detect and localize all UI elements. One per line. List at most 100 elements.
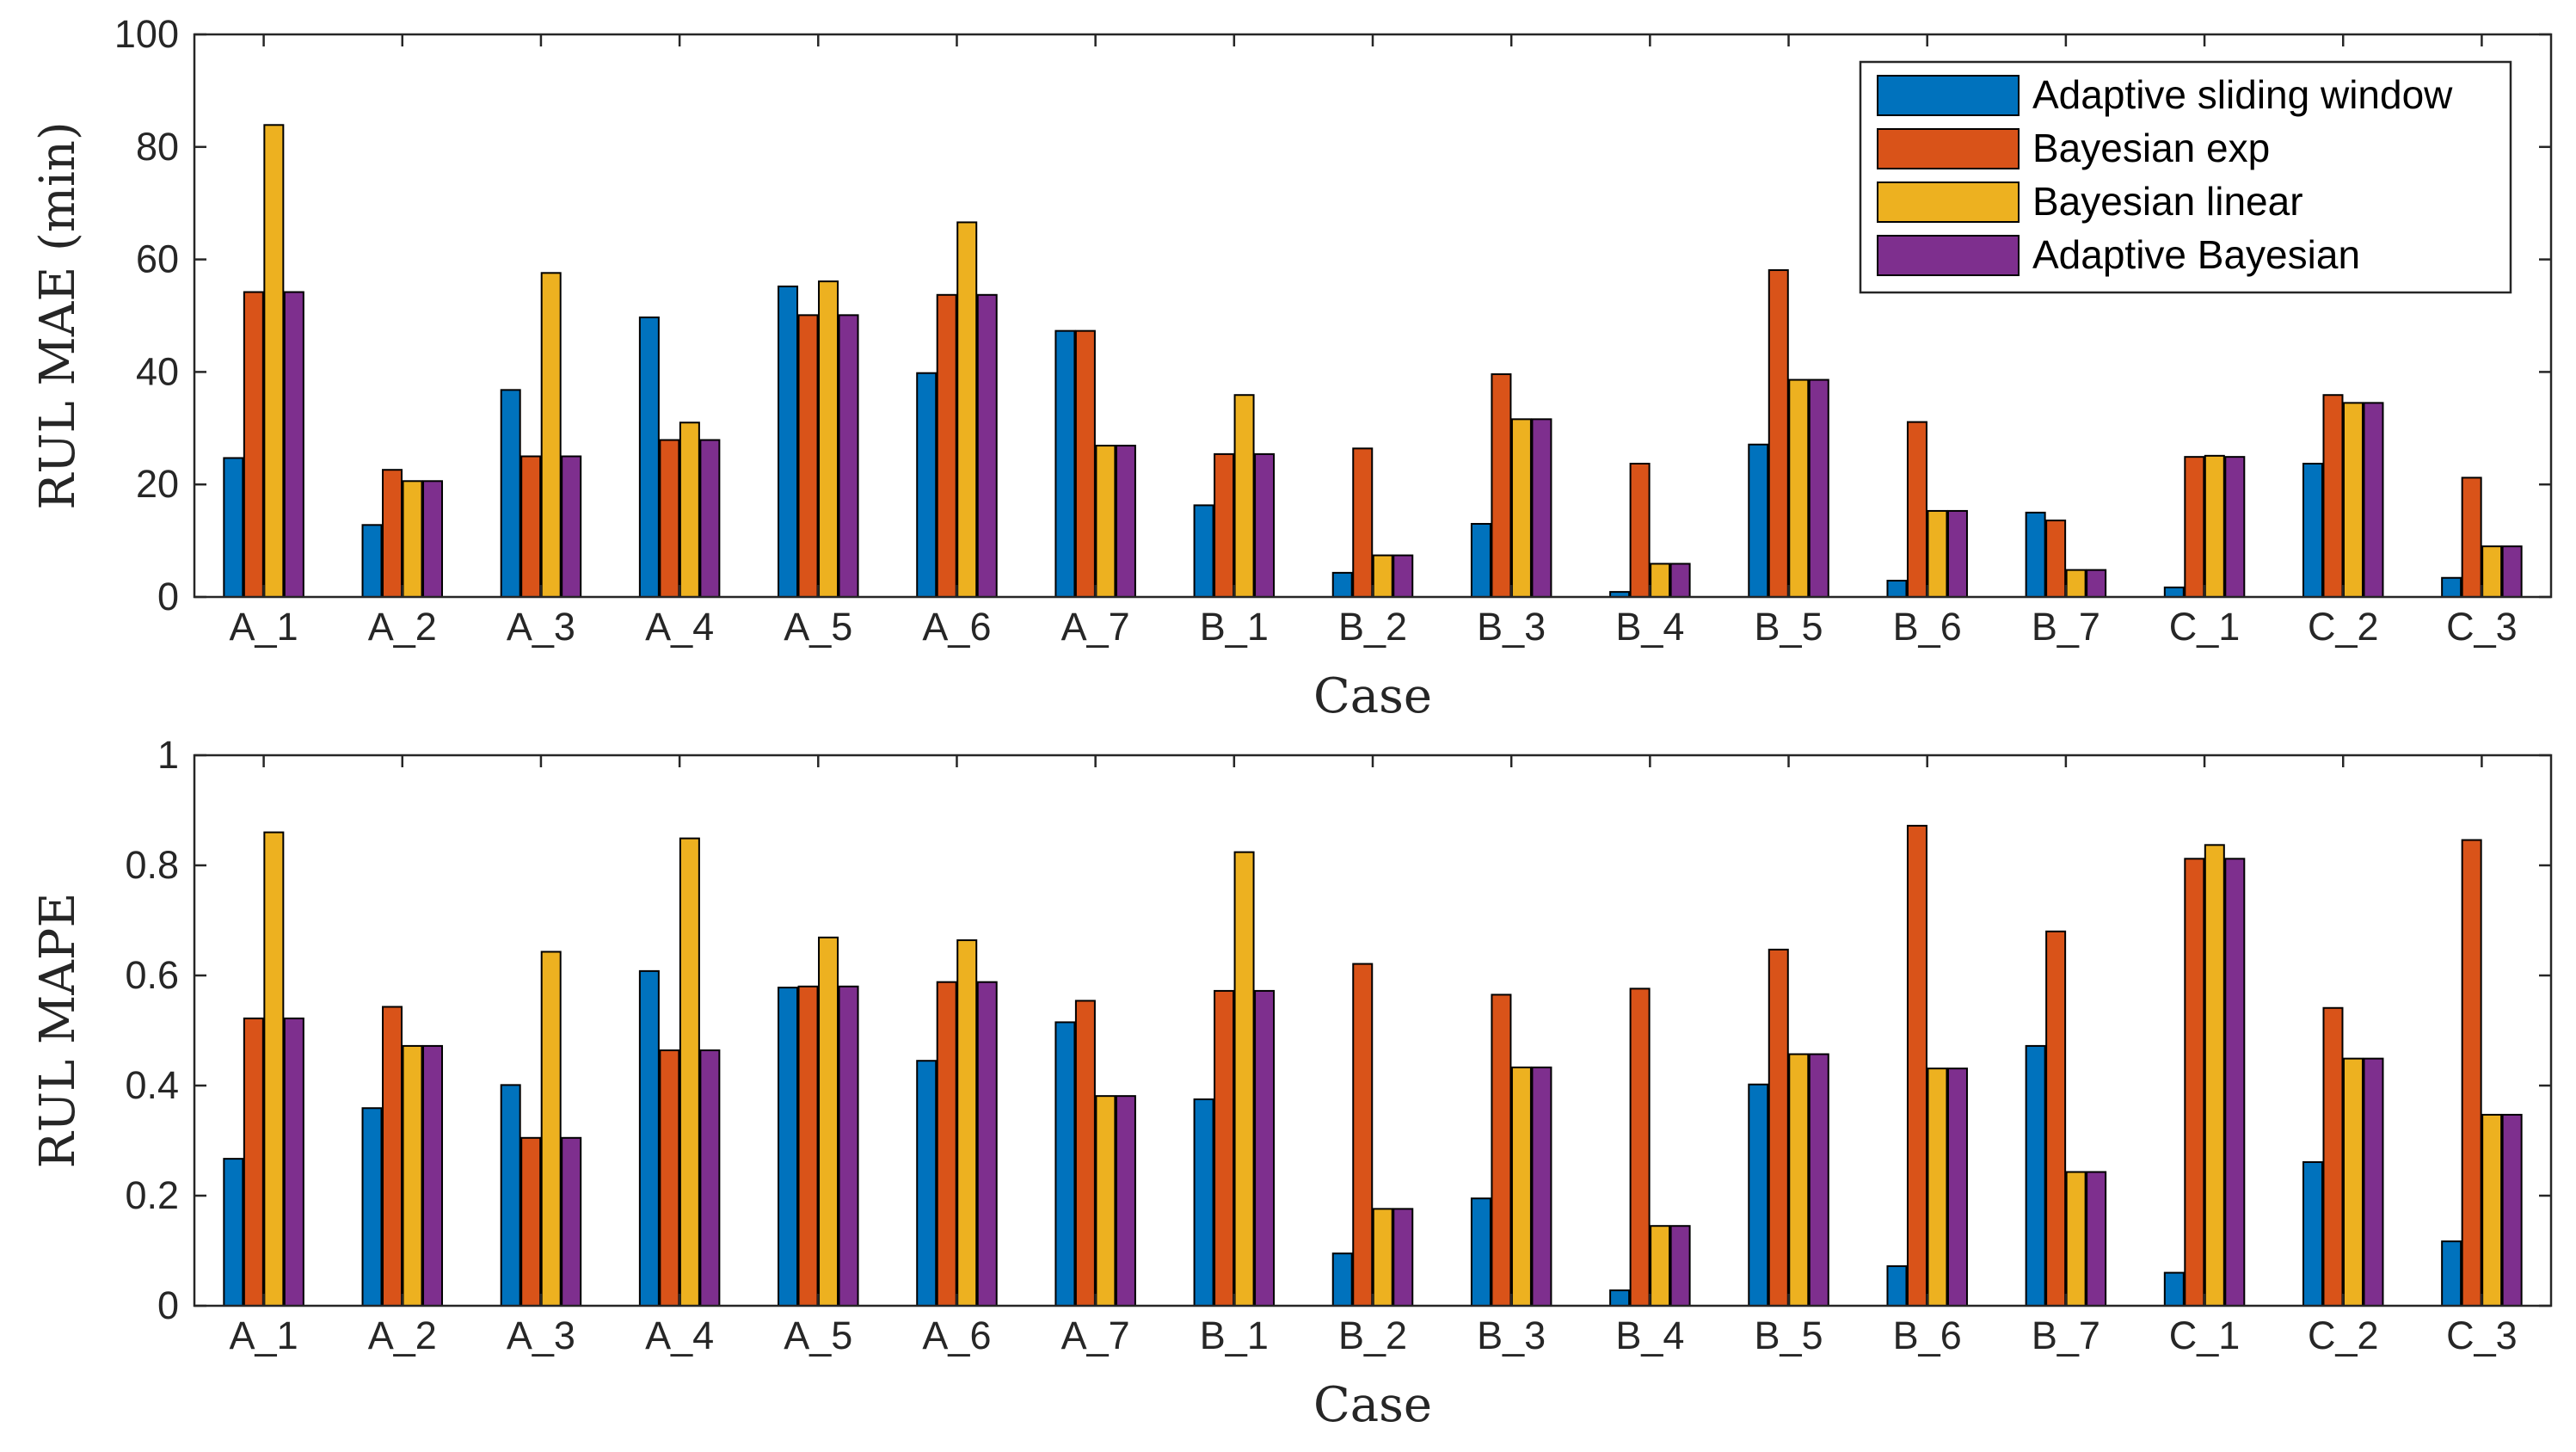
mae-bar-b_7-s3: Bayesian linear B_7: 4.8 [2065, 569, 2087, 598]
mae-bar-b_5-s2: Bayesian exp B_5: 58.1 [1768, 269, 1789, 598]
legend-swatch-3 [1877, 182, 2020, 223]
mape-xtick-label-a_6: A_6 [922, 1314, 991, 1357]
mape-xtick-label-a_2: A_2 [368, 1314, 437, 1357]
mape-bar-b_2-s3: Bayesian linear B_2: 0.176 [1372, 1208, 1393, 1307]
mae-bar-a_7-s3: Bayesian linear A_7: 26.9 [1095, 445, 1116, 598]
mape-bar-b_4-s3: Bayesian linear B_4: 0.145 [1650, 1225, 1671, 1307]
mape-bar-b_6-s3: Bayesian linear B_6: 0.431 [1927, 1067, 1948, 1307]
mape-bar-a_7-s1: Adaptive sliding window A_7: 0.515 [1054, 1021, 1076, 1307]
mae-bar-b_7-s4: Adaptive Bayesian B_7: 4.8 [2086, 569, 2107, 598]
mape-bar-c_3-s1: Adaptive sliding window C_3: 0.117 [2441, 1240, 2462, 1307]
mae-xtick-label-a_1: A_1 [230, 605, 298, 649]
mae-bar-a_1-s4: Adaptive Bayesian A_1: 54.2 [283, 291, 304, 598]
mae-bar-b_1-s3: Bayesian linear B_1: 35.9 [1233, 394, 1255, 598]
mape-bar-a_5-s1: Adaptive sliding window A_5: 0.578 [778, 987, 799, 1307]
mae-bar-c_2-s1: Adaptive sliding window C_2: 23.7 [2302, 463, 2323, 598]
mae-bar-a_6-s2: Bayesian exp A_6: 53.7 [936, 293, 957, 598]
mae-bar-b_3-s1: Adaptive sliding window B_3: 13 [1470, 522, 1491, 598]
mae-bar-a_2-s3: Bayesian linear A_2: 20.6 [402, 480, 423, 599]
mape-bar-b_6-s2: Bayesian exp B_6: 0.872 [1906, 824, 1927, 1307]
mae-bar-a_1-s2: Bayesian exp A_1: 54.2 [243, 291, 264, 598]
mape-bar-b_6-s1: Adaptive sliding window B_6: 0.072 [1886, 1264, 1908, 1307]
legend-swatch-2 [1877, 128, 2020, 169]
mape-bar-c_1-s2: Bayesian exp C_1: 0.812 [2184, 858, 2205, 1307]
mae-xlabel: Case [1313, 668, 1432, 724]
mape-bar-b_4-s1: Adaptive sliding window B_4: 0.028 [1609, 1289, 1631, 1307]
mape-bar-a_7-s3: Bayesian linear A_7: 0.381 [1095, 1095, 1116, 1307]
mae-bar-a_5-s1: Adaptive sliding window A_5: 55.2 [778, 285, 799, 598]
mape-bar-b_1-s2: Bayesian exp B_1: 0.572 [1214, 989, 1235, 1307]
legend-label-4: Adaptive Bayesian [2032, 232, 2360, 277]
mape-bar-b_7-s1: Adaptive sliding window B_7: 0.472 [2025, 1044, 2046, 1307]
mae-xtick-label-b_6: B_6 [1893, 605, 1962, 649]
mape-xtick-label-a_3: A_3 [507, 1314, 575, 1357]
mae-bar-c_2-s3: Bayesian linear C_2: 34.5 [2342, 402, 2364, 598]
mae-bar-b_7-s1: Adaptive sliding window B_7: 15 [2025, 511, 2046, 599]
mae-bar-b_6-s4: Adaptive Bayesian B_6: 15.3 [1946, 509, 1968, 598]
mape-ytick-label: 0.8 [125, 843, 179, 887]
legend-label-1: Adaptive sliding window [2032, 72, 2453, 117]
mape-bar-c_3-s3: Bayesian linear C_3: 0.347 [2481, 1113, 2503, 1307]
mape-bar-b_3-s2: Bayesian exp B_3: 0.565 [1491, 994, 1512, 1307]
mae-bar-a_2-s4: Adaptive Bayesian A_2: 20.6 [422, 480, 444, 599]
mape-ylabel: RUL MAPE [30, 893, 86, 1169]
mae-bar-b_2-s4: Adaptive Bayesian B_2: 7.4 [1393, 554, 1414, 598]
mape-bar-a_4-s2: Bayesian exp A_4: 0.464 [659, 1049, 680, 1307]
mape-xtick-label-a_4: A_4 [645, 1314, 714, 1357]
mape-bar-a_4-s1: Adaptive sliding window A_4: 0.608 [638, 969, 660, 1307]
mape-bar-c_3-s4: Adaptive Bayesian C_3: 0.347 [2501, 1113, 2523, 1307]
mae-bar-a_3-s3: Bayesian linear A_3: 57.6 [540, 272, 562, 598]
mape-bar-a_1-s1: Adaptive sliding window A_1: 0.267 [223, 1158, 244, 1307]
mae-xtick-label-b_4: B_4 [1615, 605, 1684, 649]
mae-xtick-label-c_2: C_2 [2308, 605, 2379, 649]
mae-bar-a_4-s3: Bayesian linear A_4: 31 [679, 421, 700, 599]
mape-bar-c_1-s1: Adaptive sliding window C_1: 0.06 [2163, 1271, 2185, 1307]
mape-bar-b_2-s4: Adaptive Bayesian B_2: 0.176 [1393, 1208, 1414, 1307]
mape-bar-a_3-s1: Adaptive sliding window A_3: 0.401 [500, 1084, 521, 1307]
mape-bar-a_2-s2: Bayesian exp A_2: 0.543 [382, 1006, 403, 1307]
mae-bar-a_7-s4: Adaptive Bayesian A_7: 26.9 [1115, 445, 1136, 598]
mae-xtick-label-b_2: B_2 [1338, 605, 1407, 649]
mae-bar-a_6-s1: Adaptive sliding window A_6: 39.8 [916, 372, 938, 598]
mape-ytick-label: 1 [157, 733, 179, 777]
mape-bar-a_2-s4: Adaptive Bayesian A_2: 0.472 [422, 1044, 444, 1307]
mae-bar-b_2-s2: Bayesian exp B_2: 26.4 [1352, 447, 1374, 599]
mape-ytick-label: 0.4 [125, 1063, 179, 1107]
mape-ytick-label: 0 [157, 1283, 179, 1327]
mape-bar-a_5-s2: Bayesian exp A_5: 0.58 [797, 985, 819, 1307]
mape-bar-a_5-s4: Adaptive Bayesian A_5: 0.58 [838, 985, 859, 1307]
mape-xtick-label-a_7: A_7 [1061, 1314, 1130, 1357]
mape-bar-b_5-s1: Adaptive sliding window B_5: 0.402 [1748, 1083, 1769, 1307]
mape-bar-b_3-s1: Adaptive sliding window B_3: 0.195 [1470, 1197, 1491, 1307]
mape-bar-a_4-s4: Adaptive Bayesian A_4: 0.464 [699, 1049, 721, 1307]
mae-bar-b_5-s1: Adaptive sliding window B_5: 27.1 [1748, 443, 1769, 599]
mape-ytick-label: 0.6 [125, 953, 179, 997]
mape-bar-c_2-s2: Bayesian exp C_2: 0.541 [2322, 1006, 2344, 1307]
mae-bar-b_4-s3: Bayesian linear B_4: 5.9 [1650, 563, 1671, 598]
mape-xtick-label-c_1: C_1 [2169, 1314, 2241, 1357]
mape-bar-a_3-s2: Bayesian exp A_3: 0.305 [520, 1136, 542, 1307]
mape-xtick-label-c_3: C_3 [2446, 1314, 2518, 1357]
mae-bar-c_1-s2: Bayesian exp C_1: 24.9 [2184, 456, 2205, 599]
mape-bar-c_1-s4: Adaptive Bayesian C_1: 0.812 [2224, 858, 2246, 1307]
mae-bar-c_1-s4: Adaptive Bayesian C_1: 24.9 [2224, 456, 2246, 599]
mape-bar-a_6-s4: Adaptive Bayesian A_6: 0.588 [976, 981, 998, 1307]
mae-xtick-label-c_1: C_1 [2169, 605, 2241, 649]
mape-bar-b_5-s3: Bayesian linear B_5: 0.457 [1788, 1053, 1810, 1307]
mae-bar-a_3-s1: Adaptive sliding window A_3: 36.8 [500, 389, 521, 598]
mae-bar-c_1-s1: Adaptive sliding window C_1: 1.7 [2163, 586, 2185, 599]
mae-bar-b_5-s4: Adaptive Bayesian B_5: 38.6 [1808, 378, 1829, 598]
mae-xtick-label-a_4: A_4 [645, 605, 714, 649]
mae-bar-b_1-s2: Bayesian exp B_1: 25.4 [1214, 452, 1235, 598]
mape-bar-a_4-s3: Bayesian linear A_4: 0.849 [679, 837, 700, 1307]
mae-ytick-label: 80 [136, 125, 179, 169]
legend-label-3: Bayesian linear [2032, 179, 2303, 224]
mae-ylabel: RUL MAE (min) [30, 121, 86, 510]
mae-bar-b_3-s4: Adaptive Bayesian B_3: 31.6 [1531, 418, 1552, 598]
mae-xtick-label-a_7: A_7 [1061, 605, 1130, 649]
legend-label-2: Bayesian exp [2032, 126, 2270, 170]
mape-bar-b_2-s1: Adaptive sliding window B_2: 0.095 [1331, 1252, 1353, 1307]
mape-bar-c_2-s4: Adaptive Bayesian C_2: 0.449 [2363, 1057, 2384, 1307]
mape-bar-a_3-s3: Bayesian linear A_3: 0.643 [540, 951, 562, 1307]
legend-swatch-1 [1877, 75, 2020, 116]
